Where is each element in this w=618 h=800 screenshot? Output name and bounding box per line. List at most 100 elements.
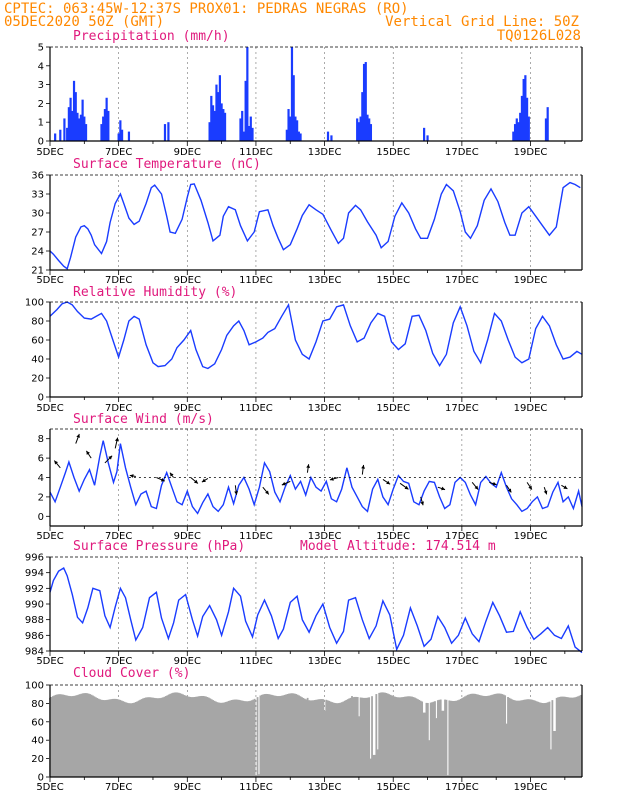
cloud-bar [103, 700, 106, 777]
cloud-bar [229, 700, 232, 777]
cloud-bar [339, 702, 342, 777]
cloud-bar [217, 702, 220, 777]
temp-xtick-label: 7DEC [105, 275, 132, 286]
cloud-bar [290, 693, 293, 777]
cloud-bar [352, 697, 355, 777]
cloud-bar [269, 694, 272, 777]
cloud-ytick-label: 40 [31, 736, 44, 747]
cloud-bar [451, 700, 454, 777]
precip-bar [79, 114, 82, 141]
cloud-xtick-label: 11DEC [239, 782, 273, 793]
cloud-bar [306, 697, 309, 777]
pres-xtick-label: 11DEC [239, 656, 273, 667]
cloud-xtick-label: 19DEC [514, 782, 548, 793]
wind-arrow-head [281, 481, 286, 486]
precip-bar [119, 120, 122, 141]
cloud-bar [216, 702, 219, 777]
precip-bar [244, 80, 247, 141]
cloud-bar [560, 696, 562, 777]
cloud-bar [86, 693, 89, 777]
cloud-bar [527, 699, 529, 777]
cloud-bar [554, 731, 557, 777]
precip-bar [546, 107, 549, 141]
cloud-bar [303, 698, 306, 777]
cloud-bar [219, 702, 222, 777]
cloud-bar [428, 740, 431, 777]
wind-ytick-label: 0 [38, 512, 44, 523]
cloud-bar [276, 696, 279, 777]
pres-ytick-label: 984 [25, 647, 44, 658]
cloud-bar [545, 702, 548, 777]
cloud-bar [385, 693, 388, 777]
cloud-bar [373, 754, 376, 777]
pres-xtick-label: 15DEC [376, 656, 410, 667]
precip-bar [241, 110, 244, 141]
cloud-bar [414, 697, 416, 777]
cloud-bar [488, 695, 491, 777]
wind-xtick-label: 19DEC [514, 531, 548, 542]
cloud-bar [392, 696, 395, 777]
cloud-bar [424, 712, 426, 777]
cloud-bar [94, 697, 97, 777]
cloud-bar [379, 692, 382, 777]
cloud-xtick-label: 15DEC [376, 782, 410, 793]
cloud-bar [222, 702, 225, 777]
cloud-bar [567, 697, 570, 777]
pres-ytick-label: 994 [25, 568, 44, 579]
wind-xtick-label: 13DEC [308, 531, 342, 542]
cloud-bar [288, 693, 290, 777]
cloud-bar [107, 699, 110, 777]
cloud-bar [126, 702, 129, 777]
cloud-bar [404, 696, 406, 777]
precip-bar [215, 84, 218, 141]
cloud-bar [119, 699, 122, 777]
cloud-bar [252, 699, 255, 777]
cloud-bar [452, 701, 455, 777]
precip-bar [76, 112, 79, 141]
cloud-bar [512, 699, 515, 777]
cloud-bar [508, 697, 511, 777]
cloud-bar [442, 710, 445, 777]
cloud-bar [258, 774, 260, 777]
pres-series-line [49, 566, 583, 654]
rh-xtick-label: 9DEC [174, 403, 201, 414]
cloud-bar [515, 700, 518, 777]
cloud-bar [557, 697, 559, 777]
cloud-bar [223, 702, 226, 777]
cloud-bar [333, 702, 336, 777]
cloud-bar [530, 699, 532, 777]
pres-title: Surface Pressure (hPa) [73, 539, 245, 554]
cloud-bar [270, 694, 273, 777]
cloud-bar [83, 693, 86, 777]
cloud-bar [242, 700, 245, 777]
cloud-bar [72, 696, 74, 777]
cloud-bar [312, 700, 315, 777]
precip-bar [67, 107, 70, 141]
cloud-bar [209, 698, 212, 777]
precip-bar [296, 120, 299, 141]
cloud-bar [175, 692, 177, 777]
cloud-bar [318, 699, 320, 777]
cloud-bar [96, 698, 99, 777]
cloud-bar [296, 694, 299, 777]
precip-bar [359, 116, 362, 141]
cloud-bar [564, 696, 567, 777]
cloud-bar [298, 695, 300, 777]
cloud-bar [190, 697, 193, 777]
temp-xtick-label: 13DEC [308, 275, 342, 286]
wind-arrow-head [420, 501, 424, 506]
precip-xtick-label: 7DEC [105, 147, 132, 158]
cloud-bar [507, 697, 509, 777]
cloud-bar [467, 694, 469, 777]
cloud-bar [348, 698, 351, 777]
cloud-bar [332, 702, 335, 777]
cloud-bar [436, 700, 439, 777]
cloud-bar [283, 694, 286, 777]
cloud-bar [406, 696, 409, 777]
precip-bar [287, 109, 290, 141]
cloud-bar [255, 775, 258, 777]
cloud-bar [542, 703, 545, 777]
precip-bar [246, 47, 249, 141]
cloud-bar [422, 712, 425, 777]
cloud-bar [142, 698, 144, 777]
